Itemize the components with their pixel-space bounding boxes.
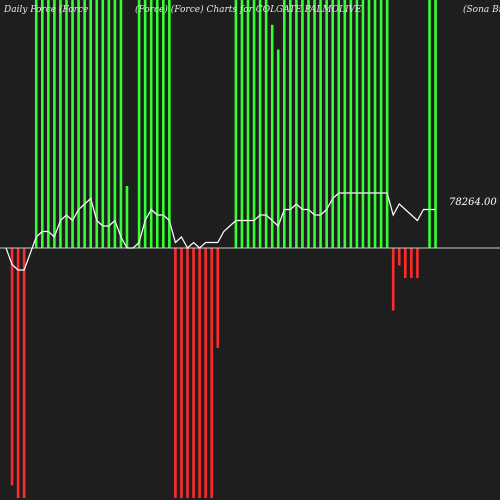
positive-bar	[331, 0, 334, 248]
positive-bar	[119, 0, 123, 248]
negative-bar	[416, 248, 419, 278]
negative-bar	[174, 248, 177, 498]
positive-bar	[162, 0, 165, 248]
positive-bar	[149, 0, 153, 248]
negative-bar	[192, 248, 195, 498]
positive-bar	[101, 0, 105, 248]
positive-bar	[246, 0, 250, 248]
positive-bar	[289, 0, 292, 248]
negative-bar	[404, 248, 407, 278]
positive-bar	[434, 0, 437, 248]
positive-bar	[125, 186, 129, 248]
negative-bar	[16, 248, 20, 498]
positive-bar	[113, 0, 117, 248]
negative-bar	[397, 248, 401, 266]
negative-bar	[198, 248, 201, 498]
positive-bar	[95, 0, 99, 248]
positive-bar	[258, 0, 262, 248]
positive-bar	[283, 0, 286, 248]
header-left: Daily Force (Force	[3, 4, 88, 15]
positive-bar	[307, 0, 310, 248]
positive-bar	[373, 0, 377, 248]
positive-bar	[59, 0, 62, 248]
positive-bar	[107, 0, 111, 248]
positive-bar	[270, 24, 274, 248]
positive-bar	[240, 0, 244, 248]
positive-bar	[168, 0, 171, 248]
positive-bar	[252, 0, 256, 248]
positive-bar	[137, 0, 141, 248]
negative-bar	[391, 248, 395, 311]
positive-bar	[379, 0, 383, 248]
positive-bar	[47, 0, 50, 248]
negative-bars	[10, 248, 419, 498]
positive-bar	[355, 0, 359, 248]
negative-bar	[410, 248, 413, 278]
negative-bar	[186, 248, 189, 498]
positive-bar	[276, 49, 280, 248]
positive-bar	[325, 0, 328, 248]
positive-bar	[34, 0, 38, 248]
price-label: 78264.00	[449, 197, 497, 208]
positive-bar	[343, 0, 347, 248]
header-right: (Sona Bitthi	[463, 4, 500, 15]
positive-bar	[65, 0, 68, 248]
positive-bar	[155, 0, 159, 248]
positive-bar	[264, 0, 268, 248]
chart-header: Daily Force (Force (Force) (Force) Chart…	[3, 4, 500, 15]
positive-bar	[41, 0, 44, 248]
positive-bar	[77, 0, 80, 248]
header-center: (Force) (Force) Charts for COLGATE PALMO…	[135, 4, 362, 15]
negative-bar	[210, 248, 213, 498]
positive-bar	[301, 0, 304, 248]
negative-bar	[204, 248, 207, 498]
positive-bar	[361, 0, 365, 248]
positive-bar	[319, 0, 322, 248]
negative-bar	[10, 248, 14, 486]
force-line	[5, 192, 436, 271]
positive-bar	[234, 0, 238, 248]
positive-bar	[83, 0, 86, 248]
positive-bar	[367, 0, 371, 248]
positive-bar	[143, 0, 147, 248]
negative-bar	[180, 248, 183, 498]
positive-bar	[337, 0, 341, 248]
negative-bar	[22, 248, 26, 498]
positive-bar	[385, 0, 389, 248]
positive-bar	[89, 0, 92, 248]
positive-bar	[295, 0, 298, 248]
positive-bar	[71, 0, 74, 248]
positive-bar	[428, 0, 431, 248]
negative-bar	[216, 248, 220, 348]
positive-bar	[53, 0, 56, 248]
positive-bars	[34, 0, 437, 248]
positive-bar	[313, 0, 316, 248]
positive-bar	[349, 0, 353, 248]
